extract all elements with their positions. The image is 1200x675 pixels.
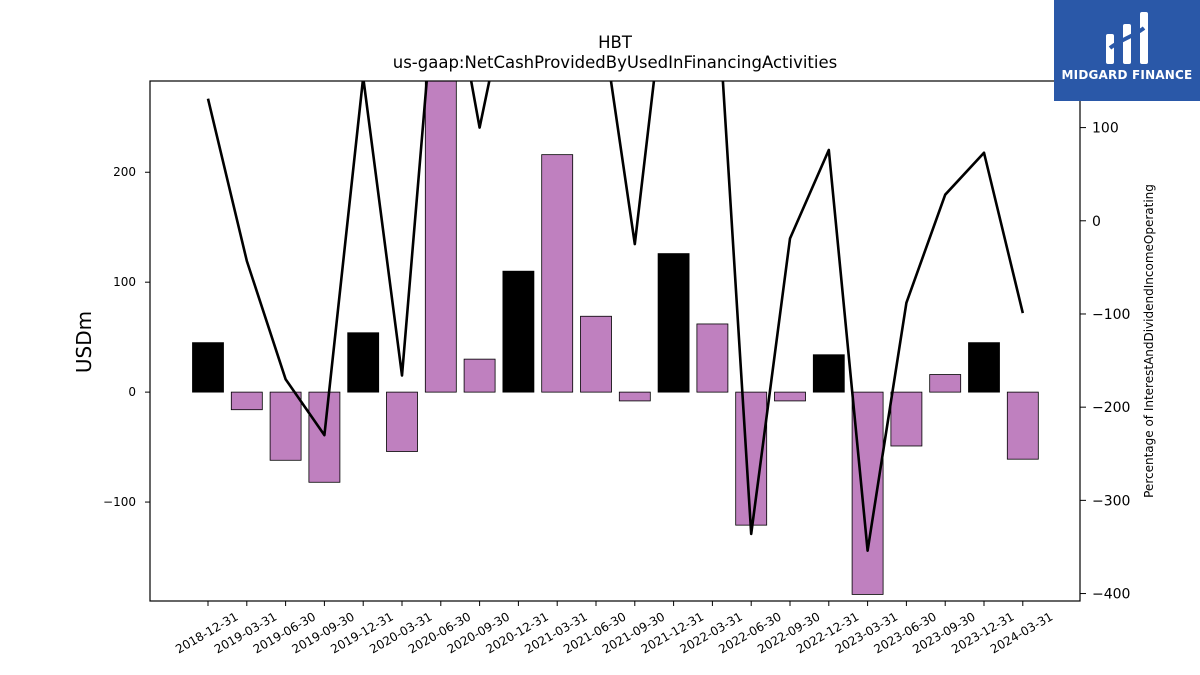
logo-text: MIDGARD FINANCE xyxy=(1061,68,1193,82)
bar-2020-03-31 xyxy=(386,391,418,452)
bar-2021-06-30 xyxy=(580,315,612,393)
y2-axis-label: Percentage of InterestAndDividendIncomeO… xyxy=(1142,184,1156,498)
chart-title: HBT xyxy=(598,33,633,52)
line-series xyxy=(206,81,1025,552)
bar-2023-06-30 xyxy=(890,391,923,447)
logo-mark-icon xyxy=(1106,12,1148,64)
bar-2018-12-31 xyxy=(192,342,224,393)
x-axis: 2018-12-312019-03-312019-06-302019-09-30… xyxy=(173,601,1055,656)
line-layer xyxy=(206,81,1025,552)
bar-2021-03-31 xyxy=(541,154,574,393)
y-tick-label: 100 xyxy=(113,275,136,289)
bar-2023-03-31 xyxy=(851,391,884,595)
bar-2020-06-30 xyxy=(424,81,457,393)
bar-2020-12-31 xyxy=(502,270,535,393)
bar-2022-12-31 xyxy=(812,354,845,393)
plot-frame xyxy=(149,80,1081,602)
y-axis-left: −100 0 100 200 xyxy=(103,165,150,509)
y-axis-label: USDm xyxy=(72,311,96,373)
y2-tick-label: 0 xyxy=(1092,214,1101,230)
y-axis-right: −400 −300 −200 −100 0 100 xyxy=(1080,121,1130,603)
y2-tick-label: −300 xyxy=(1092,493,1130,509)
midgard-finance-logo: MIDGARD FINANCE xyxy=(1054,0,1200,101)
y-tick-label: −100 xyxy=(103,495,136,509)
bar-2023-09-30 xyxy=(929,374,962,393)
y2-tick-label: 100 xyxy=(1092,121,1119,137)
y2-tick-label: −100 xyxy=(1092,307,1130,323)
bar-2019-12-31 xyxy=(347,332,380,393)
bar-2019-03-31 xyxy=(230,391,263,411)
bar-2024-03-31 xyxy=(1006,391,1039,460)
bar-2022-09-30 xyxy=(774,391,806,402)
bar-2022-03-31 xyxy=(696,323,729,393)
bar-2020-09-30 xyxy=(463,358,496,393)
bar-2019-09-30 xyxy=(308,391,341,483)
y2-tick-label: −200 xyxy=(1092,400,1130,416)
bar-2021-09-30 xyxy=(618,391,651,402)
y-tick-label: 200 xyxy=(113,165,136,179)
y2-tick-label: −400 xyxy=(1092,587,1130,603)
bar-2021-12-31 xyxy=(657,253,690,393)
y-tick-label: 0 xyxy=(128,385,136,399)
bar-2023-12-31 xyxy=(968,342,1000,393)
bar-2019-06-30 xyxy=(269,391,302,461)
chart-subtitle: us-gaap:NetCashProvidedByUsedInFinancing… xyxy=(393,53,837,72)
bars-layer xyxy=(192,81,1039,595)
